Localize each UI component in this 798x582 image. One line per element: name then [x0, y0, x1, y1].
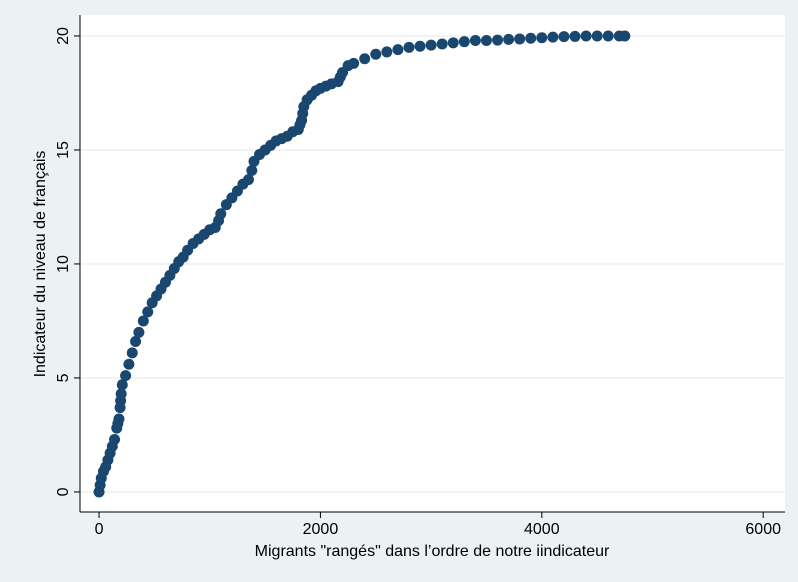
- point: [492, 34, 504, 46]
- point: [137, 315, 149, 327]
- y-tick-label: 15: [55, 141, 72, 159]
- point: [359, 53, 371, 65]
- point: [113, 413, 125, 425]
- point: [480, 35, 492, 47]
- point: [215, 208, 227, 220]
- point: [370, 48, 382, 60]
- point: [536, 32, 548, 44]
- point: [580, 30, 592, 42]
- point: [381, 46, 393, 58]
- point: [547, 31, 559, 43]
- y-tick-label: 0: [55, 487, 72, 496]
- x-tick-label: 6000: [745, 521, 781, 538]
- point: [109, 434, 121, 446]
- point: [142, 306, 154, 318]
- x-tick-label: 4000: [524, 521, 560, 538]
- point: [115, 388, 127, 400]
- point: [602, 30, 614, 42]
- point: [348, 57, 360, 69]
- x-axis-title: Migrants "rangés" dans l’ordre de notre …: [255, 543, 610, 560]
- point: [569, 30, 581, 42]
- x-tick-label: 0: [95, 521, 104, 538]
- point: [403, 41, 415, 53]
- point: [414, 40, 426, 52]
- point: [126, 347, 138, 359]
- point: [120, 370, 132, 382]
- point: [503, 33, 515, 45]
- point: [591, 30, 603, 42]
- point: [469, 35, 481, 47]
- point: [246, 164, 258, 176]
- point: [425, 39, 437, 51]
- point: [458, 36, 470, 48]
- point: [514, 33, 526, 45]
- x-tick-label: 2000: [303, 521, 339, 538]
- y-tick-label: 10: [55, 255, 72, 273]
- y-tick-label: 20: [55, 27, 72, 45]
- point: [130, 335, 142, 347]
- point: [116, 379, 128, 391]
- point: [525, 32, 537, 44]
- point: [447, 37, 459, 49]
- point: [133, 326, 145, 338]
- point: [242, 174, 254, 186]
- y-axis-title: Indicateur du niveau de français: [32, 151, 49, 378]
- point: [123, 358, 135, 370]
- point: [392, 44, 404, 56]
- point: [558, 31, 570, 43]
- point: [619, 30, 631, 42]
- point: [436, 38, 448, 50]
- y-tick-label: 5: [55, 373, 72, 382]
